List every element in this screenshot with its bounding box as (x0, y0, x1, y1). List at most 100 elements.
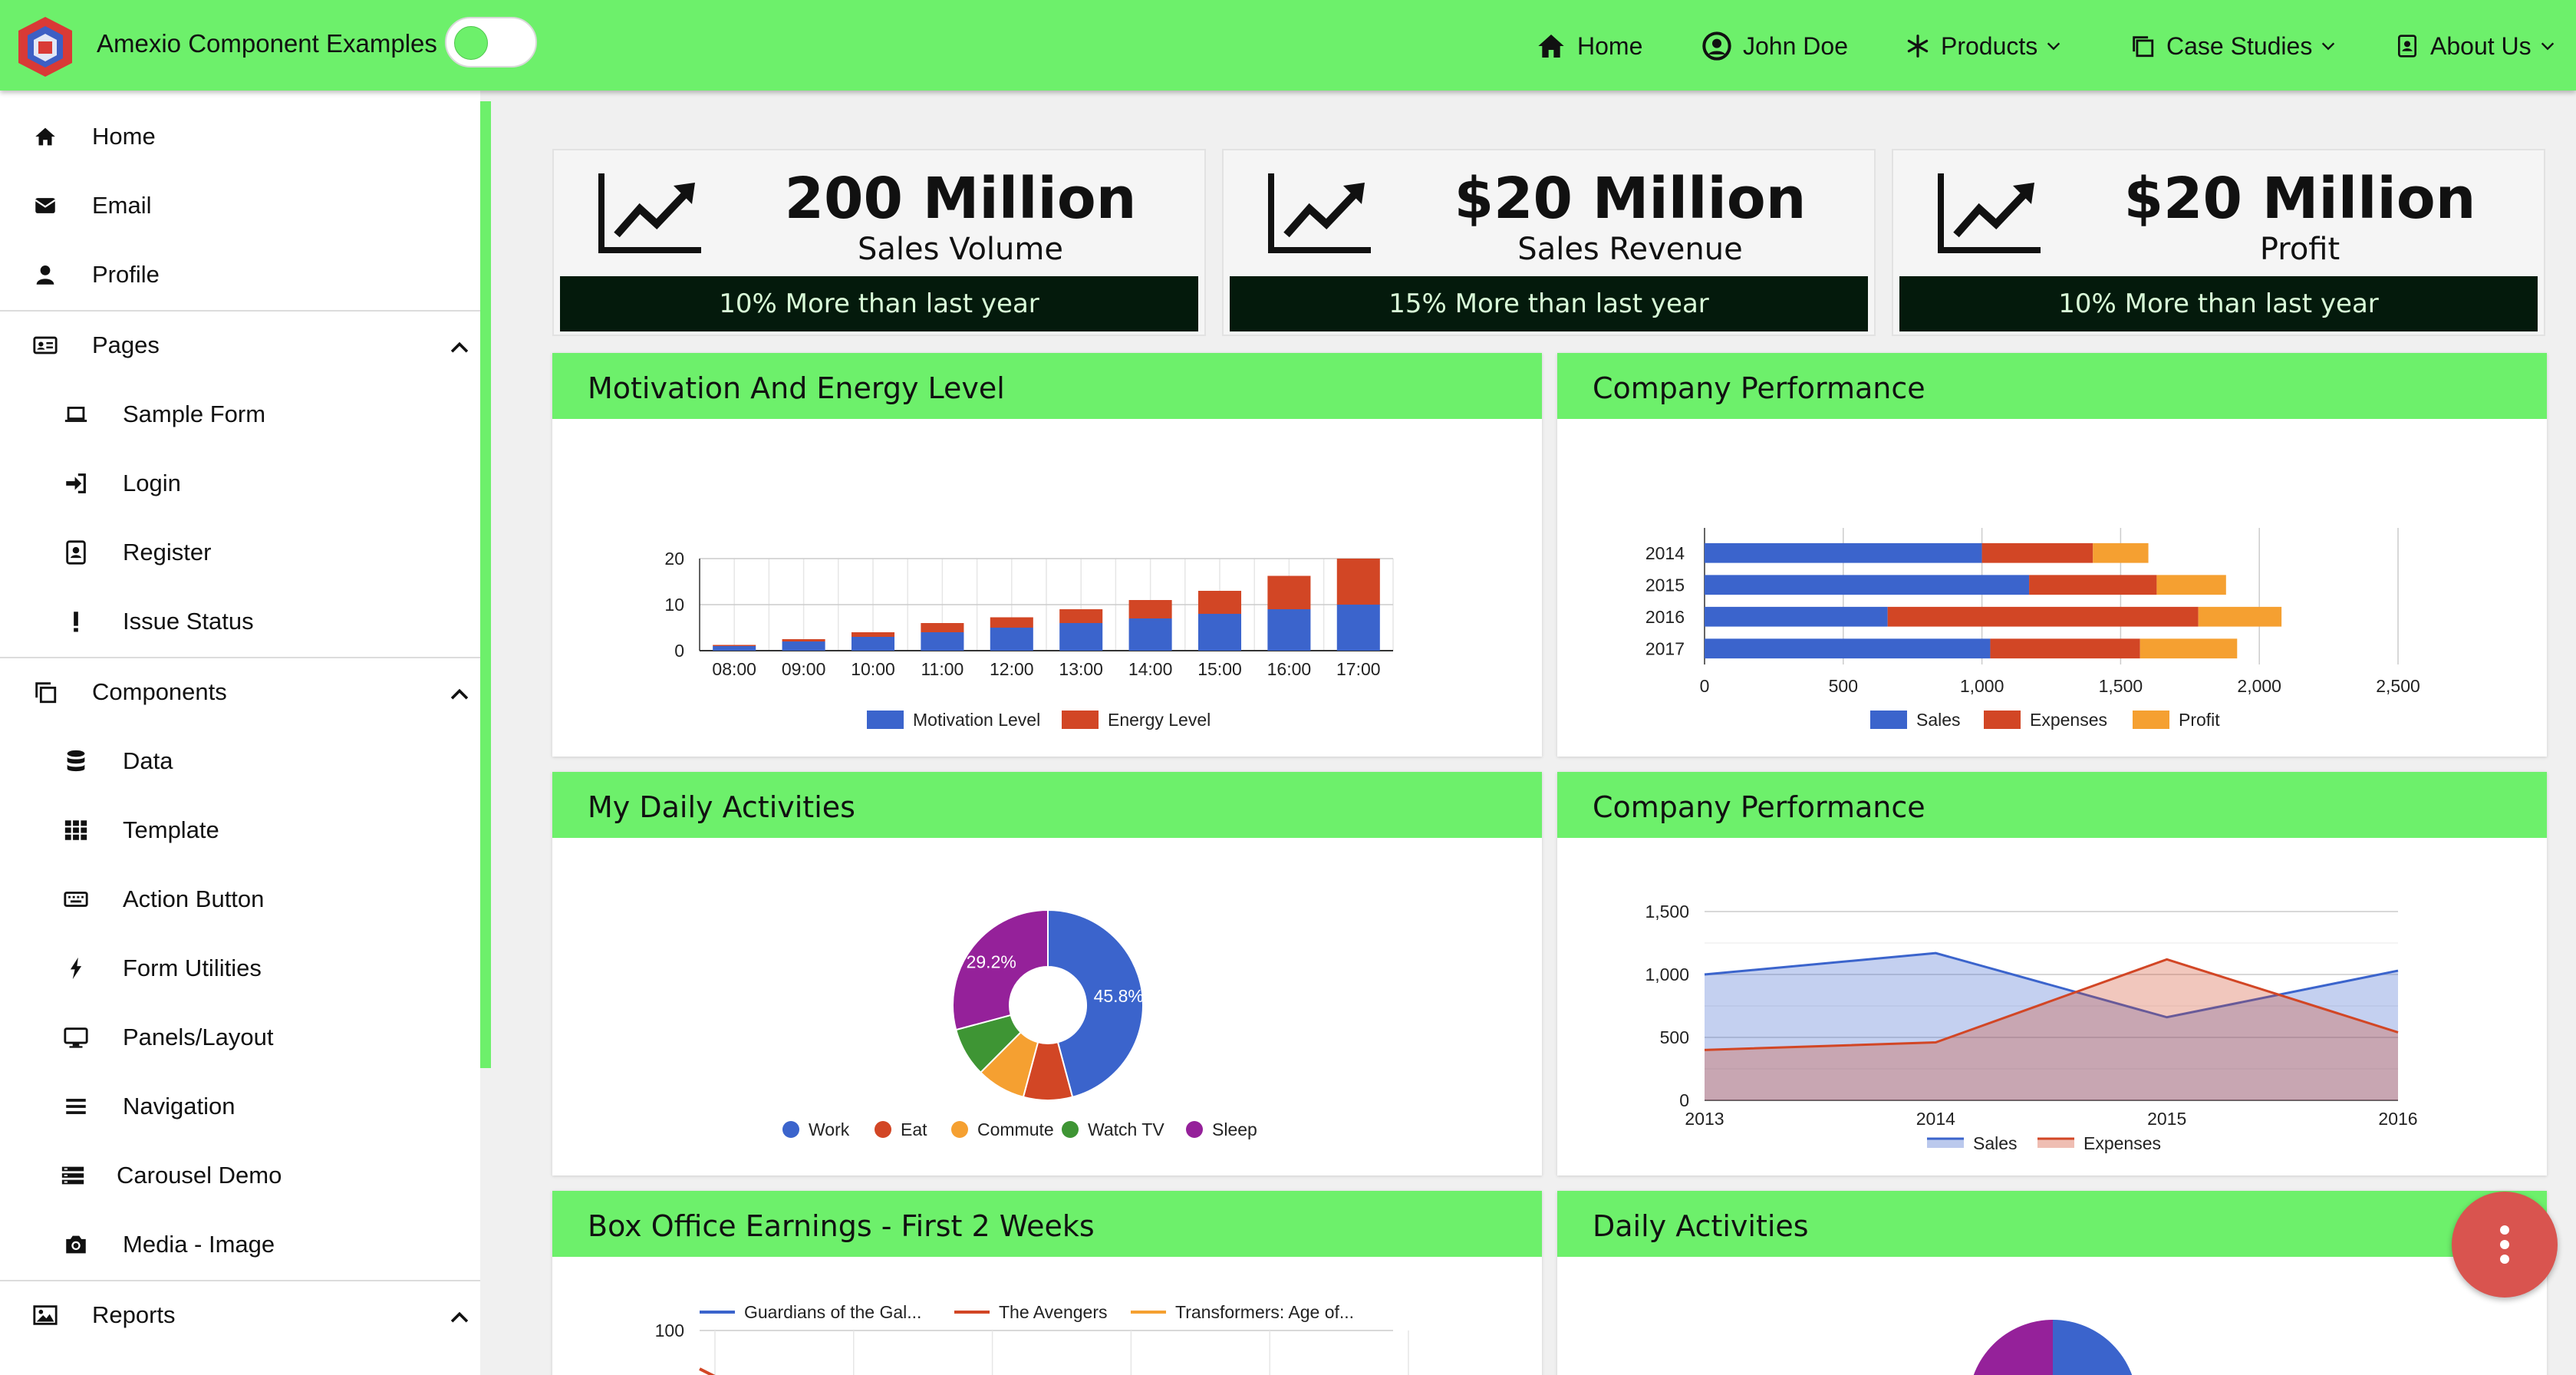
bar (2029, 575, 2157, 595)
sidebar-group-reports[interactable]: Reports (0, 1282, 480, 1348)
bar (1267, 609, 1311, 651)
sidebar-item-label: Sample Form (123, 401, 266, 427)
sidebar-item-email[interactable]: Email (0, 173, 480, 239)
theme-toggle[interactable] (445, 17, 537, 68)
area-fill (1705, 953, 2398, 1100)
nav-products-label: Products (1941, 31, 2038, 60)
bar (2140, 638, 2238, 659)
legend-swatch (2037, 1139, 2074, 1148)
bar (990, 628, 1033, 651)
pie-slice (1973, 1320, 2053, 1375)
bar (1981, 542, 2093, 563)
sidebar-item-label: Panels/Layout (123, 1024, 274, 1050)
sidebar-item-home[interactable]: Home (0, 104, 480, 170)
sidebar-item-action-button[interactable]: Action Button (0, 866, 480, 932)
stat-card-sales-revenue: $20 Million Sales Revenue 15% More than … (1222, 149, 1876, 336)
desktop-icon (64, 1027, 88, 1048)
sidebar-item-login[interactable]: Login (0, 450, 480, 516)
sidebar-item-template[interactable]: Template (0, 797, 480, 863)
stat-footer: 10% More than last year (1899, 276, 2538, 331)
amexio-logo-icon[interactable] (15, 15, 75, 78)
legend-label: Sleep (1212, 1119, 1257, 1139)
x-tick-label: 17:00 (1336, 659, 1381, 679)
sidebar-group-components[interactable]: Components (0, 659, 480, 725)
stacked-bar-chart: 0 10 20 08:00 09:00 10:00 11:00 12:00 13:00 14:00… (664, 549, 1394, 730)
database-icon (67, 750, 85, 772)
sidebar-item-media-image[interactable]: Media - Image (0, 1212, 480, 1278)
sidebar-item-data[interactable]: Data (0, 728, 480, 794)
legend-label: Expenses (2030, 710, 2107, 730)
chevron-down-icon (2047, 42, 2060, 51)
panel-daily-activities: Daily Activities (1557, 1191, 2547, 1375)
home-icon (1538, 35, 1564, 58)
legend-label: Commute (977, 1119, 1054, 1139)
bar (1990, 638, 2140, 659)
user-circle-icon (1702, 31, 1731, 61)
carousel-icon (61, 1166, 84, 1185)
exclamation-icon (74, 612, 78, 632)
nav-about[interactable]: About Us (2395, 23, 2556, 69)
nav-case-studies[interactable]: Case Studies (2130, 23, 2337, 69)
legend-swatch (951, 1121, 968, 1138)
legend-label: Transformers: Age of... (1175, 1302, 1354, 1322)
panel-title: Motivation And Energy Level (588, 371, 1005, 405)
nav-products[interactable]: Products (1906, 23, 2062, 69)
legend-swatch (1186, 1121, 1203, 1138)
legend-label: Energy Level (1108, 710, 1211, 730)
y-tick-label: 0 (1679, 1090, 1689, 1110)
bar (1887, 606, 2199, 627)
x-tick-label: 2015 (2147, 1109, 2186, 1129)
chevron-up-icon (450, 1311, 469, 1323)
sidebar-item-label: Data (123, 747, 173, 774)
y-tick-label: 100 (655, 1321, 684, 1340)
x-tick-label: 09:00 (782, 659, 826, 679)
panel-motivation-energy: Motivation And Energy Level 0 10 20 08:00 09… (552, 353, 1542, 757)
x-tick-label: 0 (1700, 676, 1710, 696)
panel-company-performance-area: Company Performance 0 500 1,000 1,500 2013 20… (1557, 772, 2547, 1176)
sidebar-item-form-utilities[interactable]: Form Utilities (0, 935, 480, 1001)
sidebar-item-carousel-demo[interactable]: Carousel Demo (0, 1143, 480, 1208)
x-tick-label: 1,500 (2099, 676, 2143, 696)
nav-user[interactable]: John Doe (1701, 23, 1848, 69)
sidebar-group-pages[interactable]: Pages (0, 312, 480, 378)
sidebar-item-register[interactable]: Register (0, 519, 480, 585)
sidebar-item-label: Login (123, 470, 181, 496)
pie-chart (1973, 1320, 2133, 1375)
x-tick-label: 12:00 (990, 659, 1034, 679)
area-fill (1705, 959, 2398, 1100)
sidebar-scrollbar[interactable] (480, 101, 491, 1367)
sidebar-item-sample-form[interactable]: Sample Form (0, 381, 480, 447)
sidebar-item-label: Form Utilities (123, 955, 262, 981)
line-chart-icon (598, 173, 701, 253)
sidebar-item-issue-status[interactable]: Issue Status (0, 589, 480, 655)
x-tick-label: 16:00 (1267, 659, 1312, 679)
bars-icon (66, 1099, 86, 1114)
legend-swatch (1062, 711, 1099, 729)
legend-swatch (2133, 711, 2169, 729)
floating-action-button[interactable] (2452, 1192, 2558, 1298)
legend-swatch (1870, 711, 1907, 729)
sidebar-scrollbar-thumb[interactable] (480, 101, 491, 1068)
bar (1128, 618, 1172, 651)
stat-card-profit: $20 Million Profit 10% More than last ye… (1892, 149, 2545, 336)
panel-header: Daily Activities (1557, 1191, 2547, 1257)
sidebar-item-profile[interactable]: Profile (0, 242, 480, 308)
line-chart: Guardians of the Gal... The Avengers Trans… (655, 1302, 1409, 1375)
x-tick-label: 13:00 (1059, 659, 1103, 679)
sidebar-item-label: Template (123, 816, 219, 843)
panel-title: Company Performance (1593, 790, 1925, 824)
x-tick-label: 2016 (2378, 1109, 2417, 1129)
y-tick-label: 500 (1660, 1027, 1689, 1047)
sidebar-item-navigation[interactable]: Navigation (0, 1073, 480, 1139)
stat-label: Sales Revenue (1517, 232, 1743, 267)
sidebar-item-label: Home (92, 123, 156, 150)
nav-home[interactable]: Home (1536, 23, 1642, 69)
bar (1705, 542, 1982, 563)
bar (851, 637, 895, 651)
bar (782, 639, 825, 641)
legend-label: Guardians of the Gal... (744, 1302, 921, 1322)
bar (1267, 575, 1311, 609)
legend-label: Watch TV (1088, 1119, 1164, 1139)
sidebar-group-label: Components (92, 678, 227, 705)
sidebar-item-panels-layout[interactable]: Panels/Layout (0, 1004, 480, 1070)
